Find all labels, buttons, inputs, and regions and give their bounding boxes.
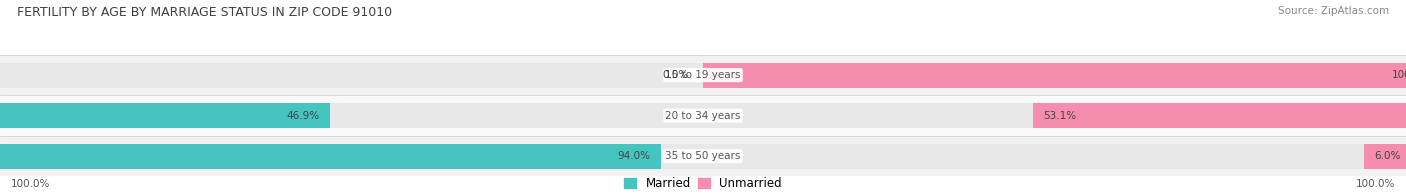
Bar — [0, 103, 329, 128]
Bar — [0, 144, 661, 169]
Text: 100.0%: 100.0% — [1392, 70, 1406, 80]
Text: 35 to 50 years: 35 to 50 years — [665, 151, 741, 161]
Bar — [0, 103, 1406, 128]
Bar — [0, 63, 1406, 88]
Bar — [1032, 103, 1406, 128]
Text: 46.9%: 46.9% — [285, 111, 319, 121]
Bar — [0, 136, 1406, 176]
Legend: Married, Unmarried: Married, Unmarried — [624, 177, 782, 190]
Text: 94.0%: 94.0% — [617, 151, 650, 161]
Bar — [0, 144, 1406, 169]
Text: 15 to 19 years: 15 to 19 years — [665, 70, 741, 80]
Text: 6.0%: 6.0% — [1375, 151, 1400, 161]
Text: FERTILITY BY AGE BY MARRIAGE STATUS IN ZIP CODE 91010: FERTILITY BY AGE BY MARRIAGE STATUS IN Z… — [17, 6, 392, 19]
Text: 0.0%: 0.0% — [662, 70, 689, 80]
Text: 20 to 34 years: 20 to 34 years — [665, 111, 741, 121]
Bar — [0, 55, 1406, 95]
Bar — [0, 95, 1406, 136]
Text: 53.1%: 53.1% — [1043, 111, 1077, 121]
Text: Source: ZipAtlas.com: Source: ZipAtlas.com — [1278, 6, 1389, 16]
Text: 100.0%: 100.0% — [11, 179, 51, 189]
Bar — [1364, 144, 1406, 169]
Bar — [703, 63, 1406, 88]
Text: 100.0%: 100.0% — [1355, 179, 1395, 189]
